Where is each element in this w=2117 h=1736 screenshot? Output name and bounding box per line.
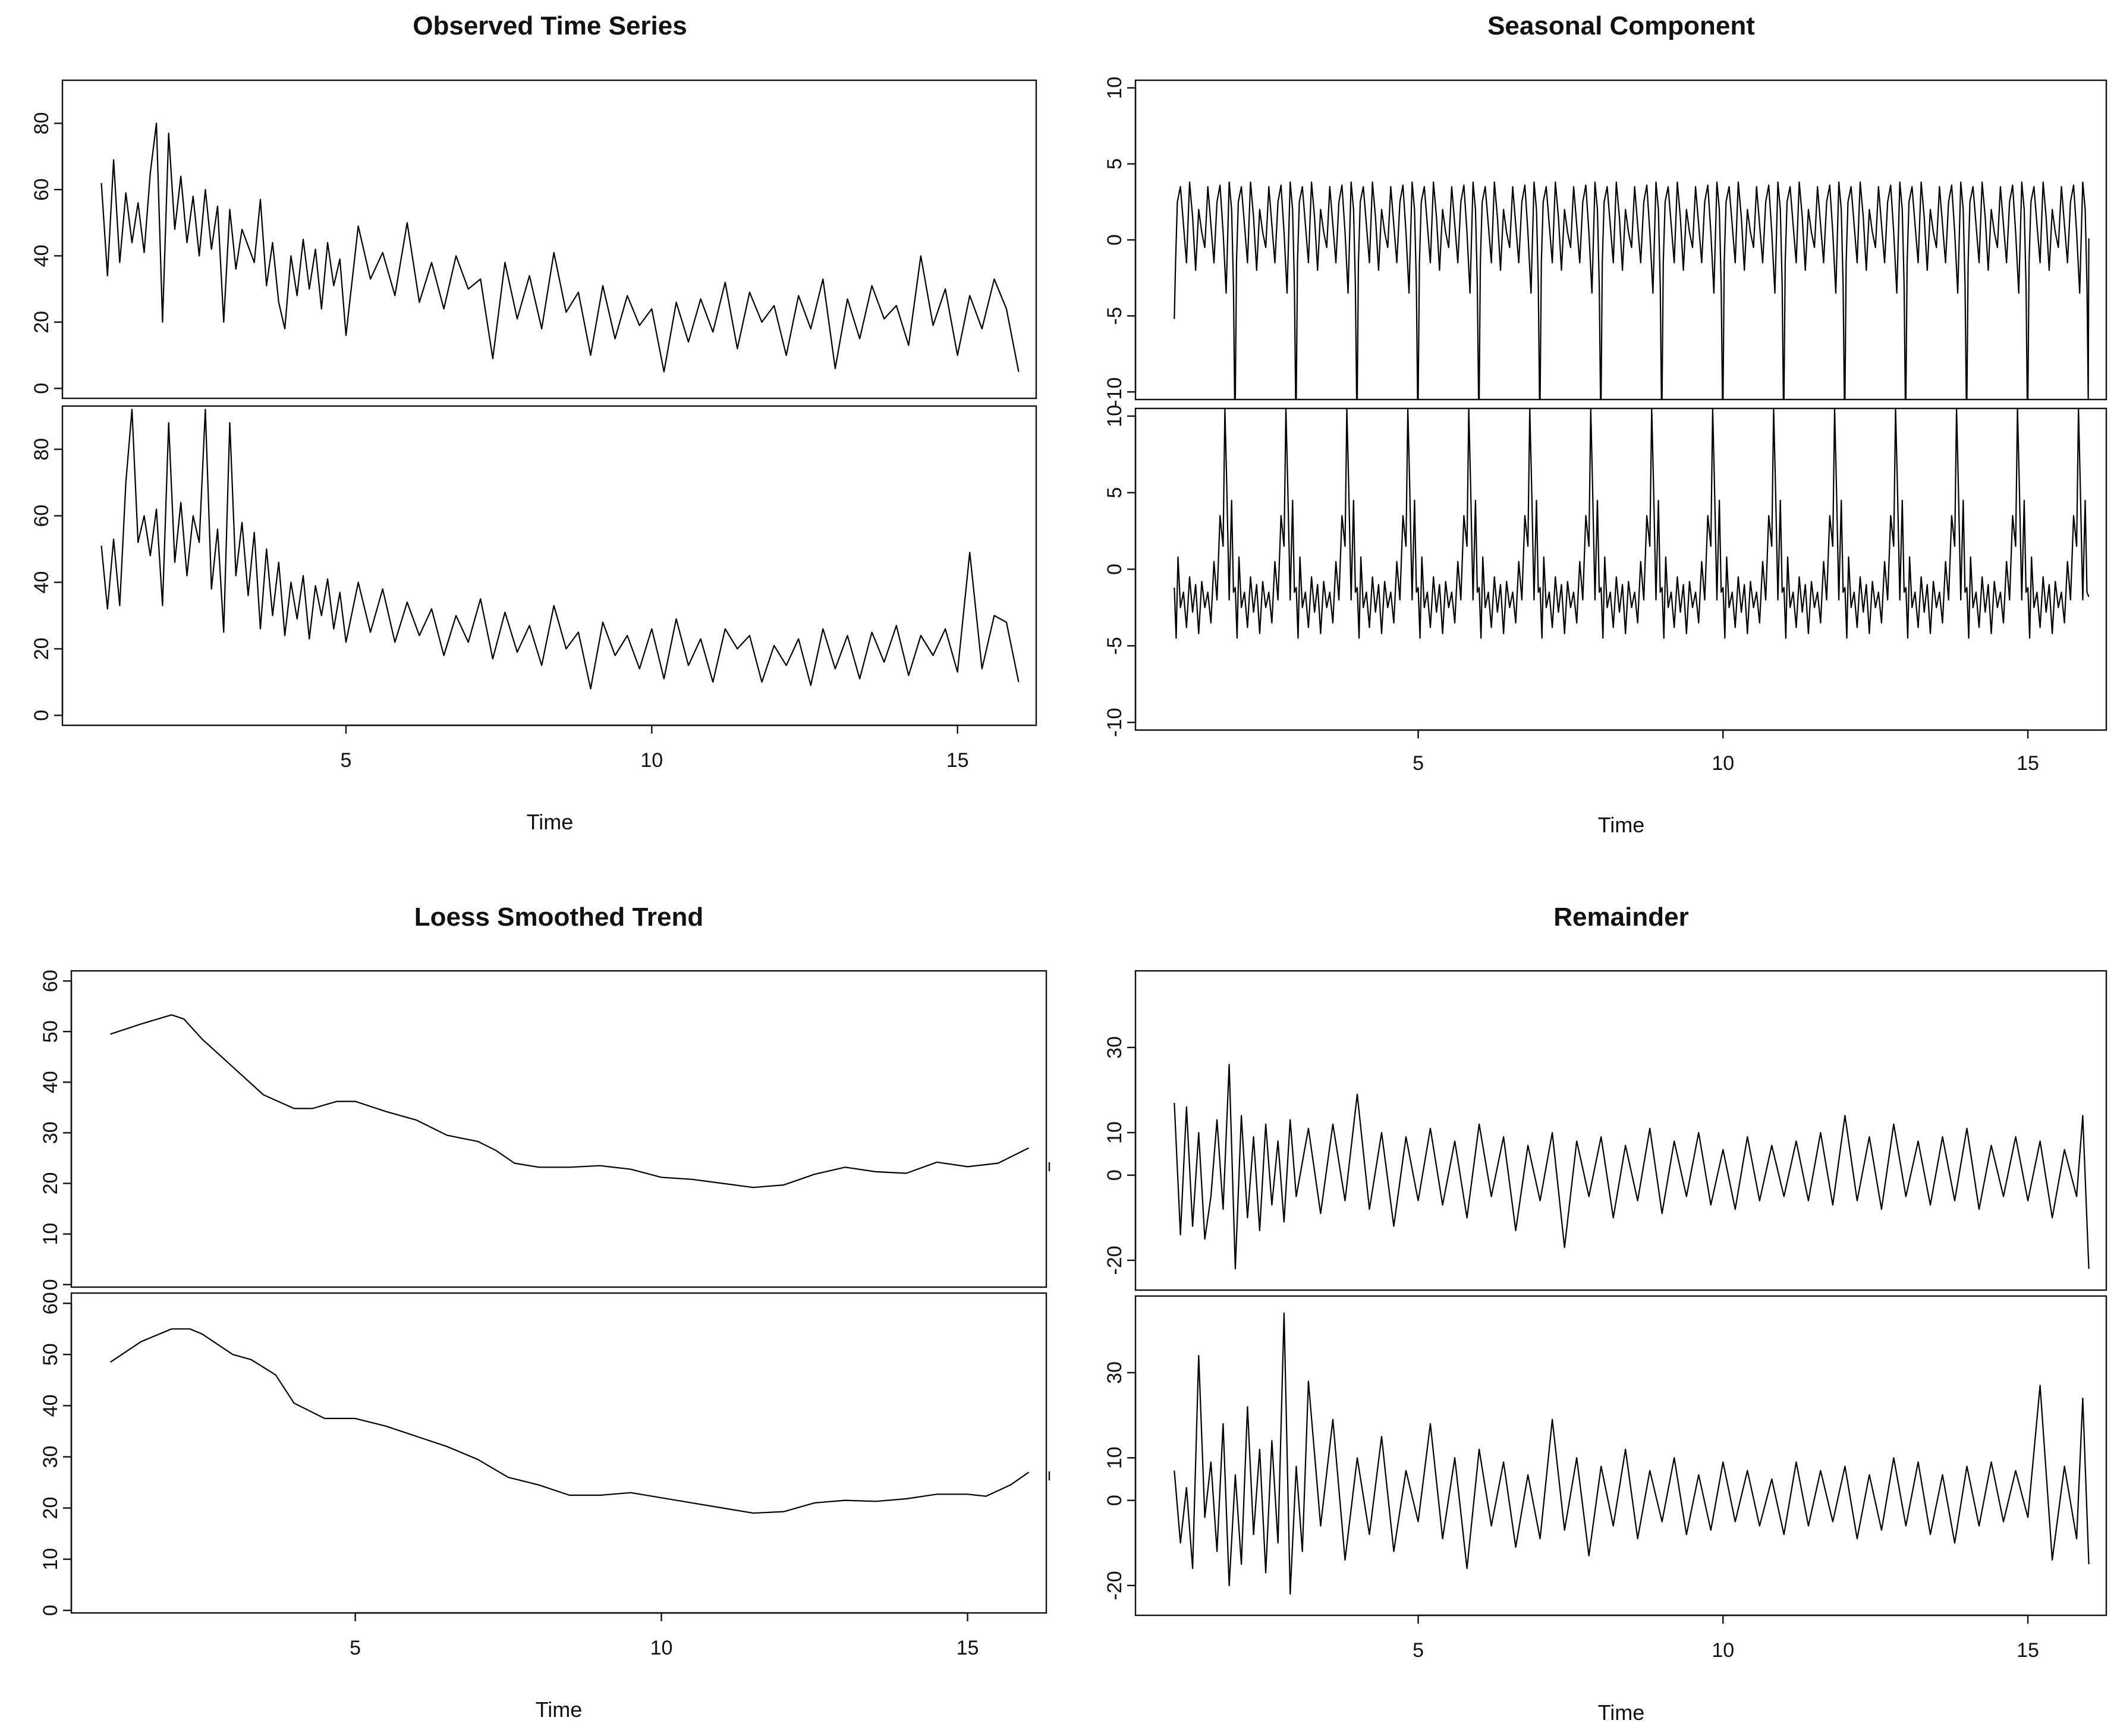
y-tick-label: 0: [1103, 564, 1126, 575]
y-tick-label: 40: [39, 1394, 62, 1417]
y-tick-label: 10: [1103, 77, 1126, 99]
chart-title-trend: Loess Smoothed Trend: [414, 902, 704, 932]
y-tick-label: 40: [39, 1071, 62, 1093]
series-line-seasonal-1: [1174, 181, 2090, 401]
y-tick-label: 5: [1103, 487, 1126, 498]
plot-frame: [70, 970, 1048, 1288]
series-line-seasonal-2: [1174, 407, 2090, 639]
y-tick-label: -20: [1103, 1246, 1126, 1275]
y-tick-label: 0: [1103, 1169, 1126, 1181]
series-line-remainder-2: [1174, 1312, 2090, 1595]
y-tick-label: 60: [30, 178, 53, 201]
y-tick-label: 30: [1103, 1361, 1126, 1384]
x-tick-label: 15: [946, 749, 969, 772]
x-tick-label: 15: [957, 1637, 979, 1659]
x-axis-label-seasonal: Time: [1598, 813, 1645, 837]
y-tick-label: 5: [1103, 158, 1126, 169]
x-tick-label: 10: [650, 1637, 673, 1659]
y-tick-label: 0: [30, 383, 53, 394]
y-tick-label: 20: [39, 1172, 62, 1195]
series-line-observed-1: [100, 122, 1020, 373]
y-tick-label: 80: [30, 112, 53, 135]
y-tick-label: 0: [1103, 1495, 1126, 1506]
y-tick-label: 60: [39, 1292, 62, 1314]
panel-remainder-lower: -20 0 10 30 5 10 15: [1103, 1295, 2107, 1662]
y-tick-label: 10: [39, 1223, 62, 1246]
y-tick-label: 30: [39, 1446, 62, 1468]
y-tick-label: 50: [39, 1343, 62, 1366]
y-tick-label: 30: [39, 1121, 62, 1144]
y-tick-label: 50: [39, 1020, 62, 1043]
plot-frame: [70, 1292, 1048, 1614]
x-tick-label: 5: [341, 749, 352, 772]
x-axis-label-observed: Time: [527, 810, 574, 834]
series-line-trend-2: [109, 1328, 1030, 1514]
x-tick-label: 15: [2017, 752, 2039, 775]
series-line-remainder-1: [1174, 1064, 2090, 1270]
chart-title-seasonal: Seasonal Component: [1487, 11, 1755, 40]
y-tick-label: -5: [1103, 307, 1126, 325]
x-tick-label: 10: [640, 749, 663, 772]
y-tick-label: 0: [1103, 234, 1126, 246]
y-tick-label: 20: [30, 311, 53, 334]
x-tick-label: 15: [2017, 1639, 2039, 1662]
panel-seasonal-upper: -10 -5 0 5 10: [1103, 77, 2107, 407]
y-tick-label: 20: [30, 637, 53, 660]
chart-title-observed: Observed Time Series: [413, 11, 687, 40]
y-tick-label: 10: [1103, 1446, 1126, 1469]
panel-remainder-upper: -20 0 10 30: [1103, 970, 2107, 1291]
y-tick-label: 10: [1103, 1121, 1126, 1144]
panel-observed-lower: 0 20 40 60 80 5 10 15: [30, 405, 1037, 772]
y-tick-label: -20: [1103, 1571, 1126, 1600]
panel-trend-upper: 0 10 20 30 40 50 60: [39, 970, 1048, 1290]
y-tick-label: 20: [39, 1497, 62, 1520]
x-tick-label: 5: [1413, 1639, 1424, 1662]
series-line-trend-1: [110, 1014, 1029, 1188]
y-tick-label: 10: [39, 1548, 62, 1571]
x-tick-label: 5: [1413, 752, 1424, 775]
chart-title-remainder: Remainder: [1553, 902, 1688, 932]
x-axis-label-trend: Time: [536, 1697, 583, 1722]
y-tick-label: 10: [1103, 405, 1126, 427]
y-tick-label: 0: [39, 1279, 62, 1290]
x-axis-label-remainder: Time: [1598, 1700, 1645, 1725]
y-tick-label: 60: [39, 970, 62, 992]
y-tick-label: 40: [30, 571, 53, 594]
panel-seasonal-lower: -10 -5 0 5 10 5 10 15: [1103, 405, 2107, 775]
y-tick-label: 80: [30, 438, 53, 461]
panel-observed-upper: 0 20 40 60 80: [30, 79, 1037, 400]
plot-frame: [1134, 1295, 2107, 1617]
x-tick-label: 5: [350, 1637, 361, 1659]
y-tick-label: 0: [39, 1605, 62, 1616]
y-tick-label: 30: [1103, 1036, 1126, 1059]
y-tick-label: 0: [30, 710, 53, 721]
plot-frame: [61, 405, 1037, 727]
panel-trend-lower: 0 10 20 30 40 50 60 5 10 15: [39, 1292, 1048, 1659]
series-line-observed-2: [100, 408, 1020, 690]
y-tick-label: -10: [1103, 708, 1126, 737]
x-tick-label: 10: [1712, 1639, 1734, 1662]
x-tick-label: 10: [1712, 752, 1734, 775]
y-tick-label: -5: [1103, 637, 1126, 655]
plot-frame: [1134, 970, 2107, 1291]
y-tick-label: 40: [30, 244, 53, 267]
plot-frame: [61, 79, 1037, 400]
y-tick-label: -10: [1103, 378, 1126, 407]
y-tick-label: 60: [30, 505, 53, 527]
